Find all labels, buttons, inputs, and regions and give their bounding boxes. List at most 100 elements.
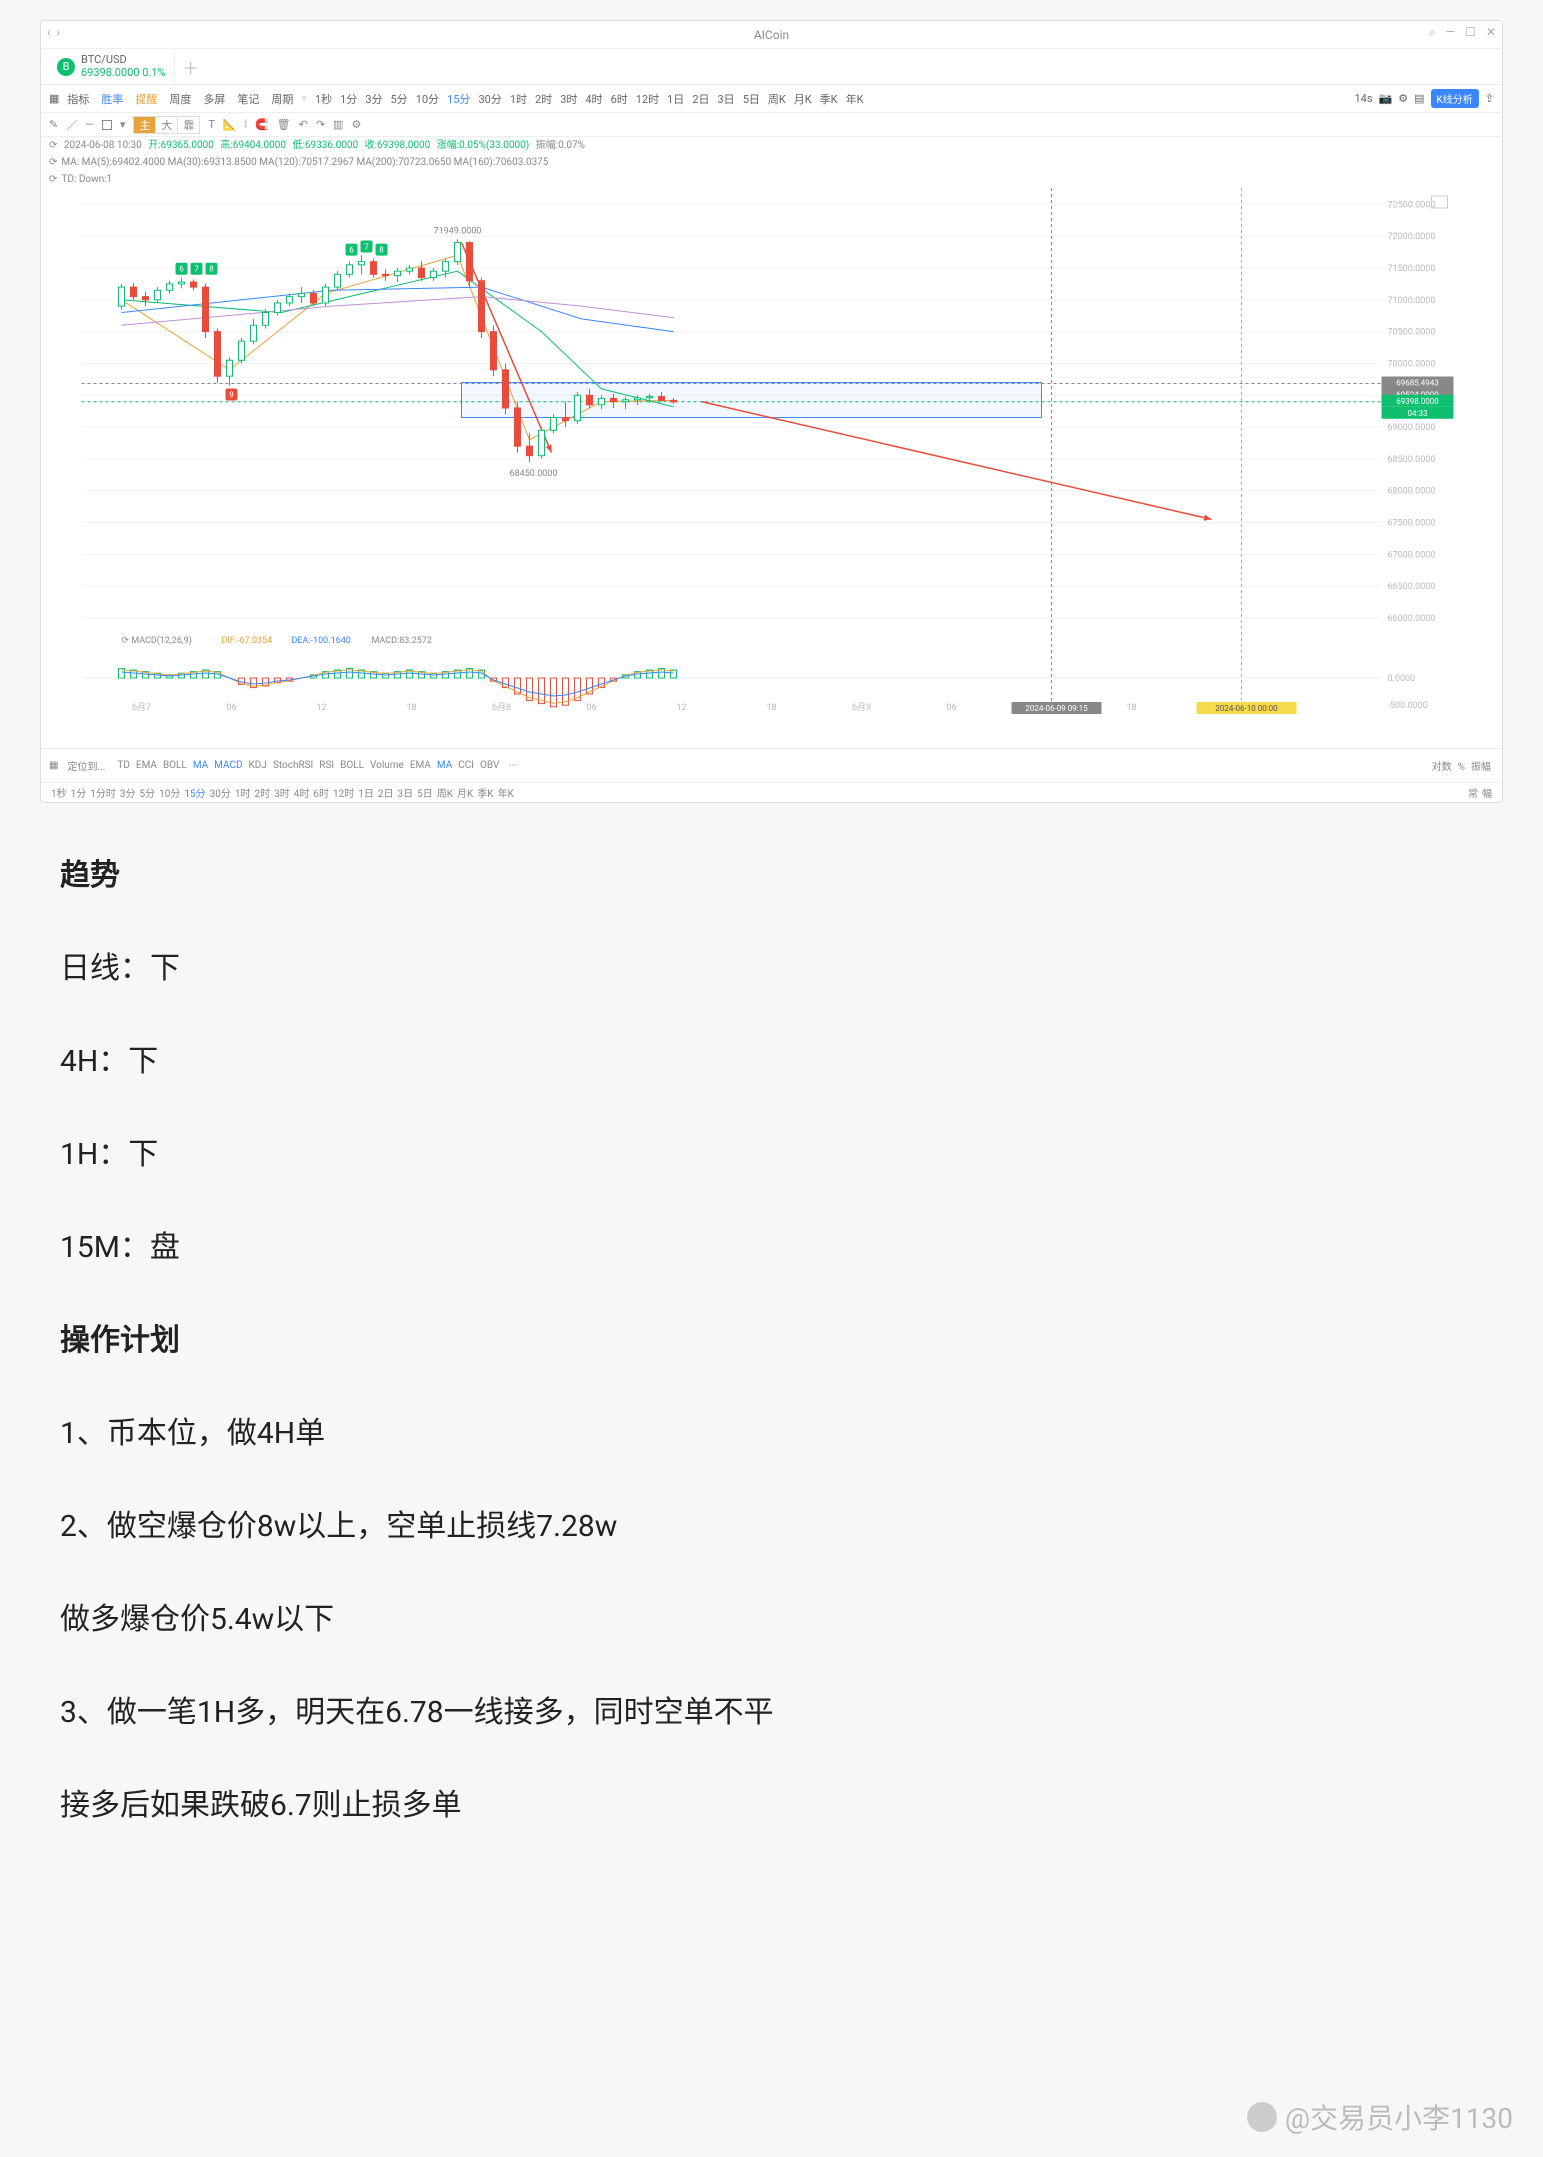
tf-1分[interactable]: 1分 [336, 91, 361, 108]
btf-1时[interactable]: 1时 [233, 789, 253, 800]
btf-15分[interactable]: 15分 [182, 789, 207, 800]
btf-12时[interactable]: 12时 [331, 789, 356, 800]
tf-2日[interactable]: 2日 [688, 91, 713, 108]
tb-week[interactable]: 周度 [165, 89, 195, 109]
ind-MA[interactable]: MA [434, 759, 455, 772]
chart-svg[interactable]: 66000.000066500.000067000.000067500.0000… [41, 188, 1502, 748]
indr-振幅[interactable]: 振幅 [1468, 761, 1494, 774]
ind-OBV[interactable]: OBV [477, 759, 502, 772]
draw-ruler-icon[interactable]: 📐 [223, 118, 237, 131]
ind-MACD[interactable]: MACD [211, 759, 245, 772]
zoom-fit[interactable]: 靠 [178, 117, 199, 133]
draw-undo-icon[interactable]: ↶ [299, 118, 308, 131]
tf-1时[interactable]: 1时 [506, 91, 531, 108]
ind-KDJ[interactable]: KDJ [246, 759, 270, 772]
tf-10分[interactable]: 10分 [412, 91, 443, 108]
indr-对数[interactable]: 对数 [1429, 761, 1455, 774]
tf-6时[interactable]: 6时 [607, 91, 632, 108]
draw-redo-icon[interactable]: ↷ [316, 118, 325, 131]
tf-3时[interactable]: 3时 [556, 91, 581, 108]
tf-3日[interactable]: 3日 [714, 91, 739, 108]
filter-icon[interactable]: ▤ [1414, 92, 1424, 105]
chart-area[interactable]: 66000.000066500.000067000.000067500.0000… [41, 188, 1502, 748]
btf-1分时[interactable]: 1分时 [88, 789, 118, 800]
draw-delete-icon[interactable]: 🗑 [277, 118, 291, 131]
ind-TD[interactable]: TD [114, 759, 133, 772]
grid-icon[interactable]: ▦ [49, 92, 59, 105]
ind-EMA[interactable]: EMA [407, 759, 434, 772]
btf-3日[interactable]: 3日 [396, 789, 416, 800]
tf-15分[interactable]: 15分 [443, 91, 474, 108]
grid2-icon[interactable]: ▦ [49, 760, 58, 771]
draw-settings-icon[interactable]: ⚙ [351, 118, 361, 131]
kline-analysis-button[interactable]: K线分析 [1431, 89, 1479, 108]
btf-1日[interactable]: 1日 [356, 789, 376, 800]
camera-icon[interactable]: 📷 [1379, 92, 1393, 105]
btf-1分[interactable]: 1分 [69, 789, 89, 800]
ind-EMA[interactable]: EMA [133, 759, 160, 772]
draw-rect-icon[interactable] [102, 120, 112, 130]
draw-text-icon[interactable]: T [208, 118, 215, 131]
btf-4时[interactable]: 4时 [292, 789, 312, 800]
tf-2时[interactable]: 2时 [531, 91, 556, 108]
draw-magnet-icon[interactable]: 🧲 [255, 118, 269, 131]
minimize-icon[interactable]: — [1446, 25, 1455, 40]
btf-月K[interactable]: 月K [455, 789, 475, 800]
tf-12时[interactable]: 12时 [632, 91, 663, 108]
tf-周K[interactable]: 周K [764, 91, 790, 108]
ind-CCI[interactable]: CCI [455, 759, 477, 772]
draw-more-icon[interactable]: ▾ [120, 118, 126, 131]
locate-button[interactable]: 定位到... [64, 757, 108, 774]
tf-月K[interactable]: 月K [790, 91, 816, 108]
btf-3分[interactable]: 3分 [118, 789, 138, 800]
btf-2日[interactable]: 2日 [376, 789, 396, 800]
ind-RSI[interactable]: RSI [316, 759, 337, 772]
tb-period[interactable]: 周期 [267, 89, 297, 109]
ind-BOLL[interactable]: BOLL [337, 759, 367, 772]
btf-5日[interactable]: 5日 [415, 789, 435, 800]
btf-6时[interactable]: 6时 [311, 789, 331, 800]
draw-hline-icon[interactable]: — [85, 118, 94, 131]
share-icon[interactable]: ⇪ [1485, 92, 1494, 105]
maximize-icon[interactable]: ☐ [1465, 25, 1476, 40]
btf-5分[interactable]: 5分 [138, 789, 158, 800]
ind-Volume[interactable]: Volume [367, 759, 407, 772]
ind-StochRSI[interactable]: StochRSI [270, 759, 316, 772]
btf-年K[interactable]: 年K [496, 789, 516, 800]
tf-5日[interactable]: 5日 [739, 91, 764, 108]
draw-pencil-icon[interactable]: ✎ [49, 118, 58, 131]
draw-line-icon[interactable]: ／ [66, 117, 77, 133]
btf-季K[interactable]: 季K [475, 789, 495, 800]
search-icon[interactable]: ⌕ [1429, 25, 1436, 40]
pair-tab[interactable]: B BTC/USD 69398.0000 0.1% [49, 49, 175, 84]
close-icon[interactable]: ✕ [1486, 25, 1496, 40]
tf-5分[interactable]: 5分 [387, 91, 412, 108]
draw-fib-icon[interactable]: ⦚ [245, 118, 247, 132]
tb-indicator[interactable]: 指标 [63, 89, 93, 109]
tb-winrate[interactable]: 胜率 [97, 89, 127, 109]
tf-年K[interactable]: 年K [842, 91, 868, 108]
btf-2时[interactable]: 2时 [253, 789, 273, 800]
btf-3时[interactable]: 3时 [272, 789, 292, 800]
ind-MA[interactable]: MA [190, 759, 211, 772]
ind-BOLL[interactable]: BOLL [160, 759, 190, 772]
btf-30分[interactable]: 30分 [208, 789, 233, 800]
forward-icon[interactable]: › [57, 25, 61, 39]
settings-icon[interactable]: ⚙ [1398, 92, 1408, 105]
tf-季K[interactable]: 季K [816, 91, 842, 108]
btf-10分[interactable]: 10分 [157, 789, 182, 800]
btf-1秒[interactable]: 1秒 [49, 789, 69, 800]
zoom-control[interactable]: 主 大 靠 [133, 116, 200, 134]
add-indicator-icon[interactable]: ⋯ [508, 760, 518, 771]
tf-30分[interactable]: 30分 [474, 91, 505, 108]
tf-4时[interactable]: 4时 [581, 91, 606, 108]
back-icon[interactable]: ‹ [47, 25, 51, 39]
zoom-big[interactable]: 大 [156, 117, 178, 133]
tb-multi[interactable]: 多屏 [199, 89, 229, 109]
tb-alert[interactable]: 提醒 [131, 89, 161, 109]
zoom-main[interactable]: 主 [134, 117, 156, 133]
tf-3分[interactable]: 3分 [361, 91, 386, 108]
tf-1日[interactable]: 1日 [663, 91, 688, 108]
tf-1秒[interactable]: 1秒 [311, 91, 336, 108]
add-tab-button[interactable]: ＋ [183, 55, 199, 79]
